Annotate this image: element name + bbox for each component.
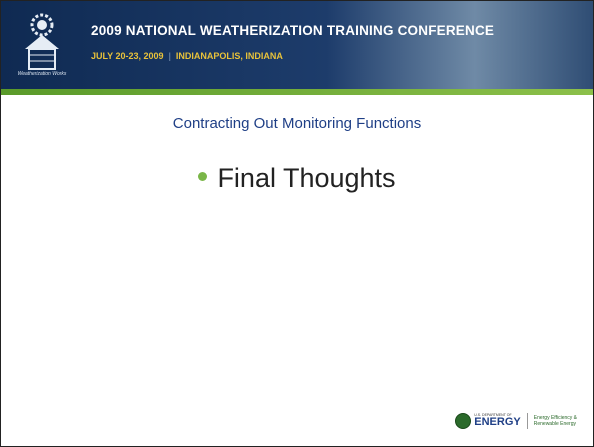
conference-location: INDIANAPOLIS, INDIANA: [176, 51, 283, 61]
doe-seal: [455, 413, 471, 429]
page: Weatherization Works 2009 NATIONAL WEATH…: [0, 0, 594, 447]
doe-office: Energy Efficiency & Renewable Energy: [534, 415, 577, 428]
logo-text: Weatherization Works: [15, 71, 69, 77]
bullet-text: Final Thoughts: [217, 163, 395, 193]
slide-title: Contracting Out Monitoring Functions: [1, 115, 593, 132]
bullet-dot: [198, 172, 207, 181]
office-line: Renewable Energy: [534, 421, 577, 428]
slide: Weatherization Works 2009 NATIONAL WEATH…: [0, 0, 594, 447]
divider: [527, 413, 528, 429]
conference-title: 2009 NATIONAL WEATHERIZATION TRAINING CO…: [91, 23, 494, 38]
green-stripe: [1, 89, 593, 95]
doe-words: U.S. DEPARTMENT OF ENERGY: [474, 414, 520, 429]
conference-subtitle: JULY 20-23, 2009 | INDIANAPOLIS, INDIANA: [91, 51, 283, 61]
separator: |: [169, 51, 171, 61]
doe-agency: ENERGY: [474, 417, 520, 428]
doe-logo: U.S. DEPARTMENT OF ENERGY Energy Efficie…: [455, 413, 577, 429]
conference-dates: JULY 20-23, 2009: [91, 51, 164, 61]
header-banner: Weatherization Works 2009 NATIONAL WEATH…: [1, 1, 593, 89]
bullet-item: Final Thoughts: [1, 163, 593, 194]
